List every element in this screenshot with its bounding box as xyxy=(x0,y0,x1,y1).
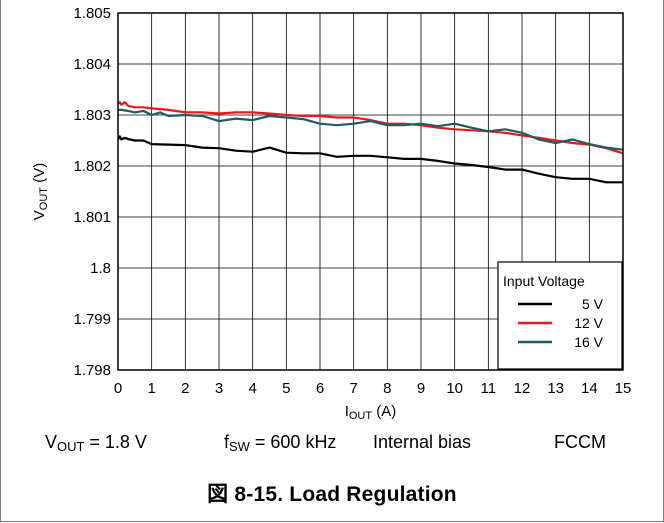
x-tick-label: 10 xyxy=(446,380,463,397)
legend-label: 12 V xyxy=(574,315,603,331)
y-tick-label: 1.798 xyxy=(73,362,111,379)
x-tick-label: 11 xyxy=(481,380,497,397)
legend-label: 16 V xyxy=(574,334,603,350)
x-tick-label: 4 xyxy=(248,380,256,397)
test-conditions: VOUT = 1.8 V fSW = 600 kHz Internal bias… xyxy=(0,432,664,462)
x-tick-label: 14 xyxy=(581,380,598,397)
series-line-5v xyxy=(118,136,623,182)
series-line-16v xyxy=(118,110,623,150)
legend-label: 5 V xyxy=(582,296,604,312)
figure-caption: 図 8-15. Load Regulation xyxy=(0,478,664,508)
y-tick-label: 1.804 xyxy=(73,56,111,73)
x-tick-label: 6 xyxy=(316,380,324,397)
condition-mode: FCCM xyxy=(554,432,606,453)
x-tick-label: 7 xyxy=(349,380,357,397)
x-tick-label: 2 xyxy=(181,380,189,397)
x-tick-label: 3 xyxy=(215,380,223,397)
y-tick-label: 1.8 xyxy=(90,260,111,277)
x-tick-labels: 0 1 2 3 4 5 6 7 8 9 10 11 12 13 14 15 xyxy=(114,380,632,397)
y-tick-label: 1.805 xyxy=(73,5,111,22)
x-tick-label: 1 xyxy=(147,380,155,397)
x-tick-label: 5 xyxy=(282,380,290,397)
y-axis-label: VOUT (V) xyxy=(31,163,50,220)
y-tick-label: 1.799 xyxy=(73,311,111,328)
y-tick-labels: 1.798 1.799 1.8 1.801 1.802 1.803 1.804 1.805 xyxy=(73,5,111,379)
legend-title: Input Voltage xyxy=(503,273,585,289)
x-tick-label: 12 xyxy=(514,380,531,397)
condition-vout: VOUT = 1.8 V xyxy=(45,432,147,453)
x-axis-label: IOUT (A) xyxy=(345,403,397,422)
y-tick-label: 1.802 xyxy=(73,158,111,175)
y-tick-label: 1.803 xyxy=(73,107,111,124)
x-tick-label: 9 xyxy=(417,380,425,397)
y-tick-label: 1.801 xyxy=(73,209,111,226)
x-tick-label: 13 xyxy=(547,380,564,397)
chart-legend: Input Voltage 5 V 12 V 16 V xyxy=(498,262,622,369)
x-tick-label: 8 xyxy=(383,380,391,397)
x-tick-label: 15 xyxy=(615,380,632,397)
chart-series-lines xyxy=(118,102,623,182)
load-regulation-chart: 0 1 2 3 4 5 6 7 8 9 10 11 12 13 14 15 1.7981.7991.81.80… xyxy=(0,0,664,430)
x-tick-label: 0 xyxy=(114,380,122,397)
condition-bias: Internal bias xyxy=(373,432,471,453)
condition-fsw: fSW = 600 kHz xyxy=(224,432,336,453)
